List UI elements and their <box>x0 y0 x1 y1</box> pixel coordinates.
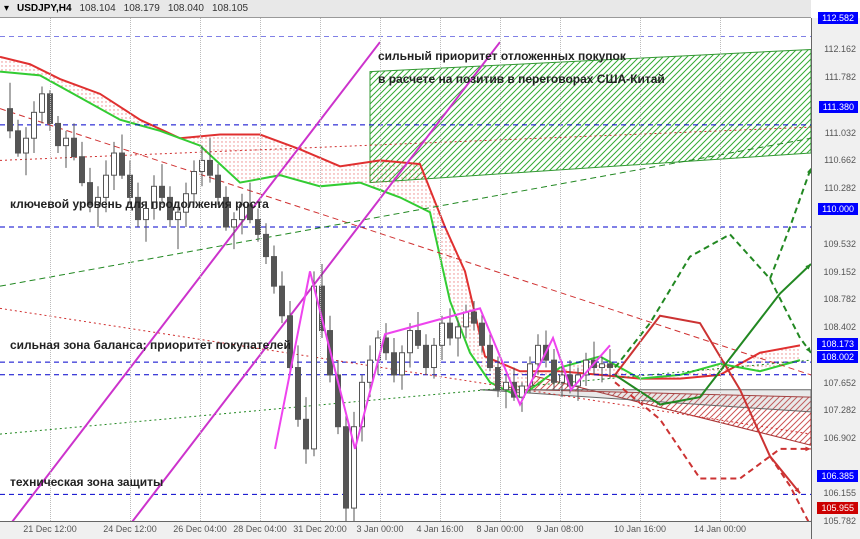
x-gridline <box>200 18 201 521</box>
y-tick: 106.155 <box>823 488 856 498</box>
x-axis: 21 Dec 12:00 24 Dec 12:00 26 Dec 04:00 28 D… <box>0 521 811 539</box>
y-axis: 112.162 111.782 111.032 110.662 110.282 109.5… <box>811 18 860 539</box>
x-gridline <box>380 18 381 521</box>
y-tick: 107.652 <box>823 378 856 388</box>
price-level-box: 108.173 <box>817 338 858 350</box>
annotation-text: ключевой уровень для продолжения роста <box>10 197 269 211</box>
x-tick: 14 Jan 00:00 <box>694 524 746 534</box>
dropdown-icon[interactable]: ▾ <box>4 3 9 14</box>
x-tick: 4 Jan 16:00 <box>416 524 463 534</box>
y-tick: 108.782 <box>823 294 856 304</box>
price-level-box: 111.380 <box>819 101 858 113</box>
x-gridline <box>440 18 441 521</box>
x-tick: 3 Jan 00:00 <box>356 524 403 534</box>
y-tick: 110.662 <box>824 155 856 165</box>
y-tick: 111.782 <box>825 72 856 82</box>
y-tick: 105.782 <box>823 516 856 526</box>
price-level-box: 106.385 <box>817 470 858 482</box>
x-gridline <box>320 18 321 521</box>
x-tick: 26 Dec 04:00 <box>173 524 227 534</box>
y-tick: 112.162 <box>824 44 856 54</box>
ohlc-o: 108.104 <box>80 3 116 14</box>
ohlc-h: 108.179 <box>124 3 160 14</box>
y-tick: 110.282 <box>824 183 856 193</box>
x-tick: 28 Dec 04:00 <box>233 524 287 534</box>
y-tick: 109.152 <box>823 267 856 277</box>
annotation-text: техническая зона защиты <box>10 475 163 489</box>
chart-container: ▾ USDJPY,H4 108.104 108.179 108.040 108.… <box>0 0 860 539</box>
x-gridline <box>560 18 561 521</box>
x-gridline <box>640 18 641 521</box>
x-tick: 24 Dec 12:00 <box>103 524 157 534</box>
plot-area[interactable] <box>0 18 811 539</box>
price-level-box: 110.000 <box>818 203 858 215</box>
price-level-box: 108.002 <box>817 351 858 363</box>
y-tick: 109.532 <box>823 239 856 249</box>
x-gridline <box>720 18 721 521</box>
x-gridline <box>260 18 261 521</box>
x-tick: 10 Jan 16:00 <box>614 524 666 534</box>
y-tick: 106.902 <box>823 433 856 443</box>
ohlc-c: 108.105 <box>212 3 248 14</box>
annotation-text: сильный приоритет отложенных покупок <box>378 49 626 63</box>
price-level-box: 105.955 <box>817 502 858 514</box>
x-gridline <box>500 18 501 521</box>
symbol-label: USDJPY,H4 <box>17 3 71 14</box>
x-gridline <box>130 18 131 521</box>
x-tick: 9 Jan 08:00 <box>536 524 583 534</box>
header-bar: ▾ USDJPY,H4 108.104 108.179 108.040 108.… <box>0 0 811 18</box>
y-tick: 111.032 <box>825 128 856 138</box>
annotation-text: сильная зона баланса; приоритет покупате… <box>10 338 291 352</box>
x-tick: 21 Dec 12:00 <box>23 524 77 534</box>
x-tick: 31 Dec 20:00 <box>293 524 347 534</box>
annotation-text: в расчете на позитив в переговорах США-К… <box>378 72 665 86</box>
ohlc-l: 108.040 <box>168 3 204 14</box>
x-tick: 8 Jan 00:00 <box>476 524 523 534</box>
y-tick: 108.402 <box>823 322 856 332</box>
y-tick: 107.282 <box>823 405 856 415</box>
price-level-box: 112.582 <box>818 12 858 24</box>
x-gridline <box>50 18 51 521</box>
